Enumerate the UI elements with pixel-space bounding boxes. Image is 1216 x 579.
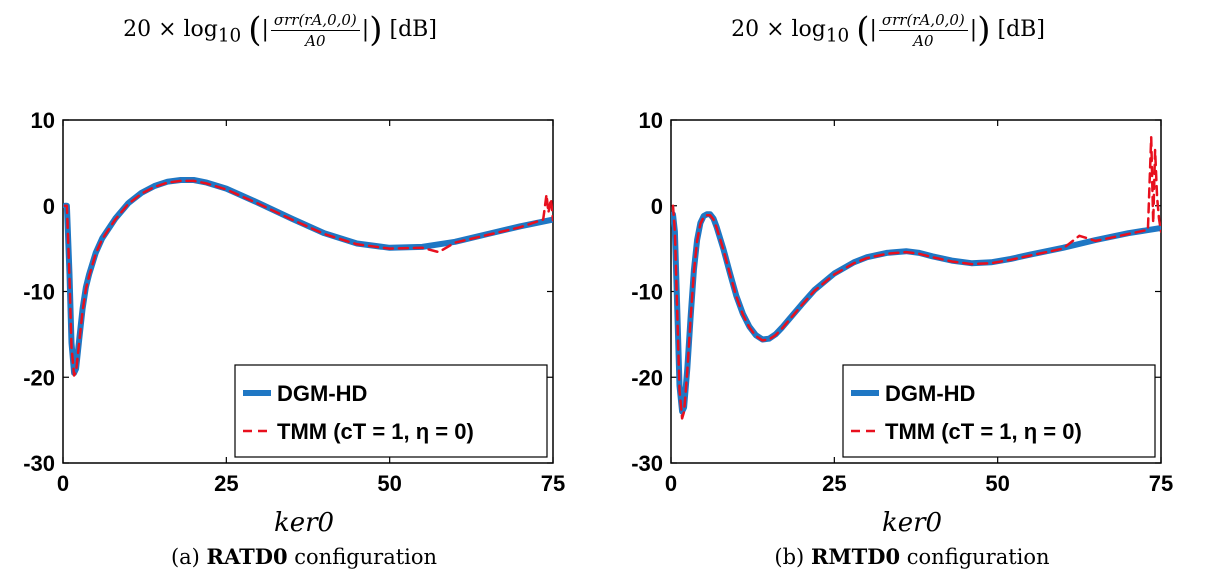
x-tick-label: 75 (541, 471, 565, 496)
figure-caption: (b) RMTD0 configuration (608, 544, 1216, 569)
title-denominator: A0 (305, 31, 326, 50)
x-tick-label: 75 (1149, 471, 1173, 496)
legend: DGM-HD TMM (cT = 1, η = 0) (234, 364, 548, 458)
series-line-tmm (63, 179, 553, 377)
legend: DGM-HD TMM (cT = 1, η = 0) (842, 364, 1156, 458)
title-prefix: 20 × log (731, 17, 826, 42)
x-axis-label: ker0 (273, 508, 335, 538)
series-line-dgm-hd (63, 177, 553, 376)
chart-title: 20 × log10 (| σrr(rA,0,0) A0 |) [dB] (731, 10, 1045, 50)
x-tick-label: 50 (377, 471, 401, 496)
legend-label-tmm: TMM (cT = 1, η = 0) (885, 419, 1082, 444)
y-tick-label: -20 (23, 365, 55, 390)
figure-caption: (a) RATD0 configuration (0, 544, 608, 569)
title-fraction: σrr(rA,0,0) A0 (270, 11, 360, 50)
y-tick-label: -30 (23, 451, 55, 476)
title-unit: [dB] (997, 17, 1045, 42)
x-tick-label: 0 (665, 471, 677, 496)
x-tick-label: 25 (214, 471, 238, 496)
legend-box (842, 364, 1156, 458)
caption-config: RATD0 (206, 544, 288, 569)
x-tick-label: 50 (985, 471, 1009, 496)
title-numerator: σrr(rA,0,0) (878, 11, 968, 31)
panel-a: 20 × log10 (| σrr(rA,0,0) A0 |) [dB] 0 25 50 7… (0, 10, 608, 569)
x-axis-label: ker0 (881, 508, 943, 538)
title-fraction: σrr(rA,0,0) A0 (878, 11, 968, 50)
legend-label-dgm-hd: DGM-HD (885, 381, 975, 406)
caption-tag: (a) (170, 545, 200, 569)
y-tick-label: -10 (23, 280, 55, 305)
title-unit: [dB] (389, 17, 437, 42)
series-line-tmm (671, 135, 1161, 420)
y-tick-label: -10 (631, 280, 663, 305)
y-tick-label: -30 (631, 451, 663, 476)
caption-config: RMTD0 (810, 544, 901, 569)
title-denominator: A0 (913, 31, 934, 50)
legend-label-dgm-hd: DGM-HD (277, 381, 367, 406)
title-numerator: σrr(rA,0,0) (270, 11, 360, 31)
caption-rest: configuration (294, 545, 438, 569)
title-subscript: 10 (825, 25, 850, 47)
x-tick-label: 25 (822, 471, 846, 496)
panel-b: 20 × log10 (| σrr(rA,0,0) A0 |) [dB] 0 25 50 7… (608, 0, 1216, 579)
legend-label-tmm: TMM (cT = 1, η = 0) (277, 419, 474, 444)
caption-tag: (b) (774, 545, 805, 569)
legend-box (234, 364, 548, 458)
title-subscript: 10 (217, 25, 242, 47)
x-tick-label: 0 (57, 471, 69, 496)
y-tick-label: 0 (651, 194, 663, 219)
y-tick-label: -20 (631, 365, 663, 390)
title-prefix: 20 × log (123, 17, 218, 42)
y-tick-label: 0 (43, 194, 55, 219)
y-tick-label: 10 (31, 108, 55, 133)
caption-rest: configuration (906, 545, 1050, 569)
chart-title: 20 × log10 (| σrr(rA,0,0) A0 |) [dB] (123, 10, 437, 50)
y-tick-label: 10 (639, 108, 663, 133)
